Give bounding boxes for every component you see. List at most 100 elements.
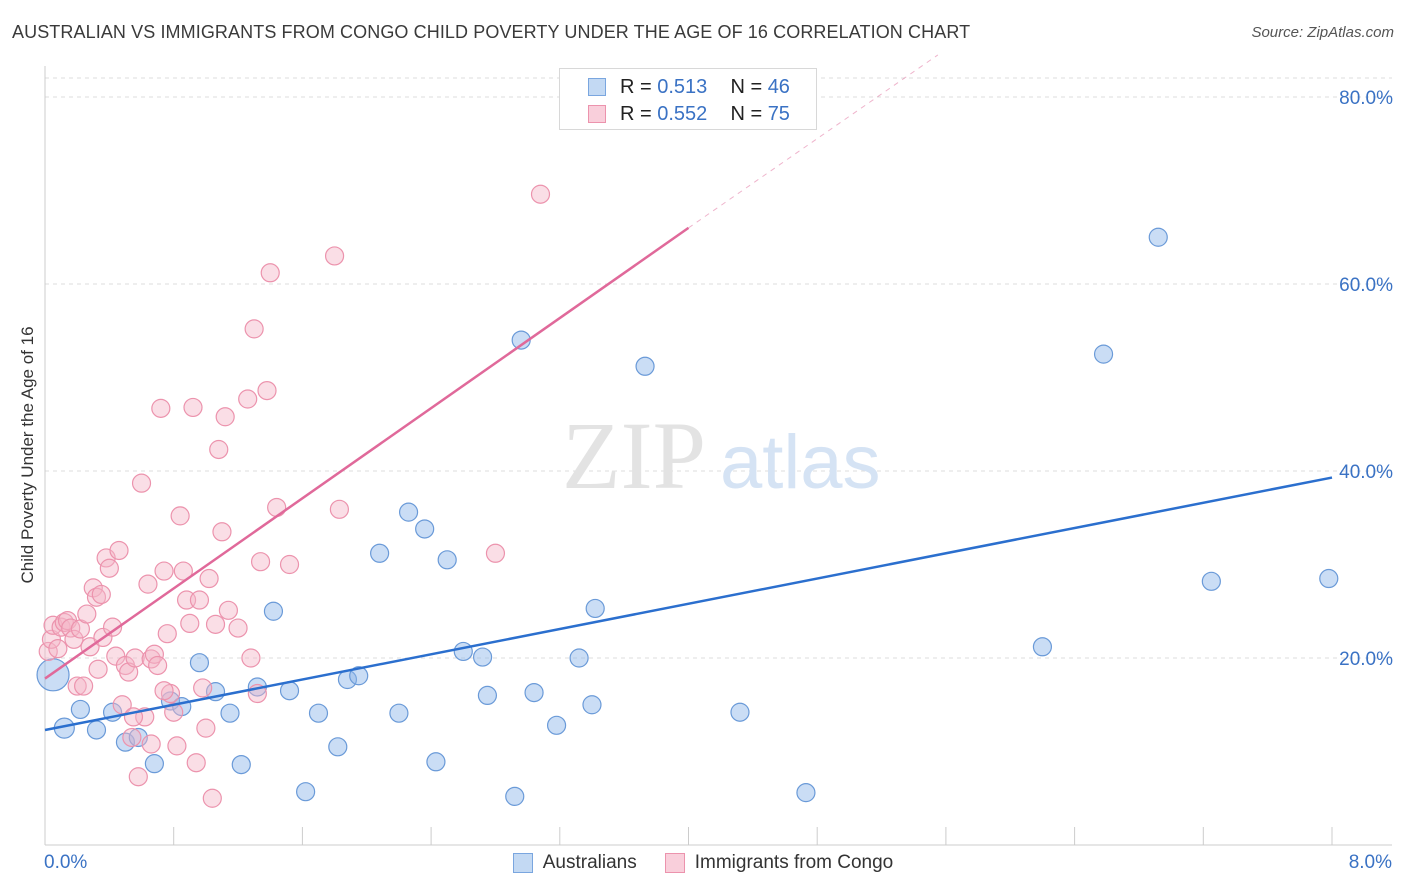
congo-point-21 [102, 617, 123, 637]
congo-point-29 [128, 767, 148, 787]
australians-point-29 [472, 647, 493, 667]
y-axis-label: Child Poverty Under the Age of 16 [18, 326, 37, 584]
australians-trend-line [44, 476, 1333, 732]
congo-point-49 [193, 678, 213, 698]
congo-point-45 [180, 613, 200, 634]
congo-point-28 [125, 648, 145, 668]
australians-point-3 [86, 720, 107, 740]
australians-point-26 [426, 752, 446, 772]
y-tick-label-3: 80.0% [1339, 88, 1393, 109]
legend-label-australians: Australians [542, 852, 637, 873]
australians-point-30 [477, 685, 498, 706]
australians-point-31 [505, 786, 525, 806]
congo-point-50 [196, 718, 216, 738]
congo-point-43 [173, 561, 193, 581]
congo-point-20 [99, 558, 119, 578]
australians-point-43 [1148, 227, 1168, 247]
australians-r-value: 0.513 [657, 75, 708, 98]
congo-trend-line [44, 226, 690, 680]
congo-point-11 [74, 676, 94, 696]
stats-legend: R = 0.513 N = 46 R = 0.552 N = 75 [559, 68, 817, 130]
congo-point-9 [67, 676, 87, 696]
australians-n-label: N = [730, 75, 763, 98]
congo-point-17 [91, 584, 111, 605]
congo-point-34 [144, 644, 164, 664]
congo-point-70 [485, 543, 506, 563]
australians-point-7 [144, 754, 164, 774]
congo-r-value: 0.552 [657, 102, 708, 125]
australians-point-33 [524, 682, 544, 703]
australians-point-21 [349, 666, 369, 686]
x-tick-min: 0.0% [44, 852, 88, 873]
australians-point-34 [546, 715, 567, 735]
x-tick-max: 8.0% [1348, 852, 1392, 873]
y-tick-label-1: 40.0% [1339, 462, 1393, 483]
congo-point-46 [183, 397, 203, 418]
australians-point-27 [437, 550, 457, 570]
congo-point-48 [189, 590, 210, 610]
congo-point-30 [131, 473, 152, 493]
congo-point-8 [64, 629, 84, 649]
congo-point-42 [170, 506, 190, 526]
congo-point-74 [154, 681, 174, 701]
australians-point-45 [1319, 568, 1339, 589]
congo-point-35 [148, 655, 168, 676]
watermark-zip: ZIP [562, 402, 706, 509]
australians-point-10 [189, 653, 210, 673]
australians-point-44 [1201, 571, 1221, 591]
series-legend: Australians Immigrants from Congo [0, 852, 1406, 874]
congo-point-63 [250, 552, 271, 572]
congo-point-40 [164, 702, 184, 722]
congo-point-3 [48, 639, 68, 659]
australians-point-17 [296, 782, 316, 802]
congo-point-36 [151, 398, 171, 418]
australians-swatch [588, 78, 606, 96]
australians-point-42 [1093, 344, 1114, 364]
congo-points [38, 184, 551, 808]
congo-r-label: R = [620, 102, 652, 125]
congo-point-38 [157, 624, 177, 644]
congo-point-65 [260, 263, 280, 283]
congo-point-61 [244, 319, 264, 339]
congo-point-69 [329, 499, 350, 519]
grid-lines [45, 77, 1392, 659]
stats-legend-congo: R = 0.552 N = 75 [588, 102, 790, 126]
congo-point-54 [209, 439, 229, 460]
trend-lines [44, 54, 1333, 732]
chart-source: Source: ZipAtlas.com [1251, 24, 1394, 41]
australians-point-41 [1032, 637, 1053, 657]
australians-points [36, 227, 1339, 806]
legend-swatch-australians [512, 853, 533, 873]
congo-swatch [588, 105, 606, 123]
congo-point-52 [202, 788, 222, 808]
congo-point-23 [109, 540, 129, 561]
australians-point-24 [398, 502, 419, 522]
congo-point-53 [205, 614, 226, 634]
congo-point-57 [218, 600, 238, 620]
congo-point-60 [241, 648, 261, 668]
congo-trend-extension [688, 54, 939, 229]
congo-n-value: 75 [767, 102, 790, 125]
congo-point-59 [238, 389, 258, 409]
australians-n-value: 46 [767, 75, 790, 98]
australians-point-37 [585, 598, 605, 619]
congo-point-66 [267, 497, 287, 518]
australians-point-13 [231, 754, 251, 775]
australians-point-15 [263, 601, 284, 621]
legend-label-congo: Immigrants from Congo [694, 852, 894, 873]
australians-point-28 [453, 641, 473, 662]
australians-point-23 [389, 703, 409, 723]
congo-n-label: N = [730, 102, 763, 125]
australians-point-25 [415, 519, 435, 539]
congo-point-71 [530, 184, 551, 204]
australians-point-40 [796, 783, 816, 803]
congo-point-55 [212, 522, 232, 542]
australians-r-label: R = [620, 75, 652, 98]
congo-point-58 [228, 618, 248, 638]
congo-point-64 [257, 380, 277, 401]
australians-point-2 [70, 699, 90, 720]
australians-point-38 [635, 356, 655, 376]
congo-point-68 [324, 246, 345, 266]
congo-point-73 [141, 734, 161, 754]
